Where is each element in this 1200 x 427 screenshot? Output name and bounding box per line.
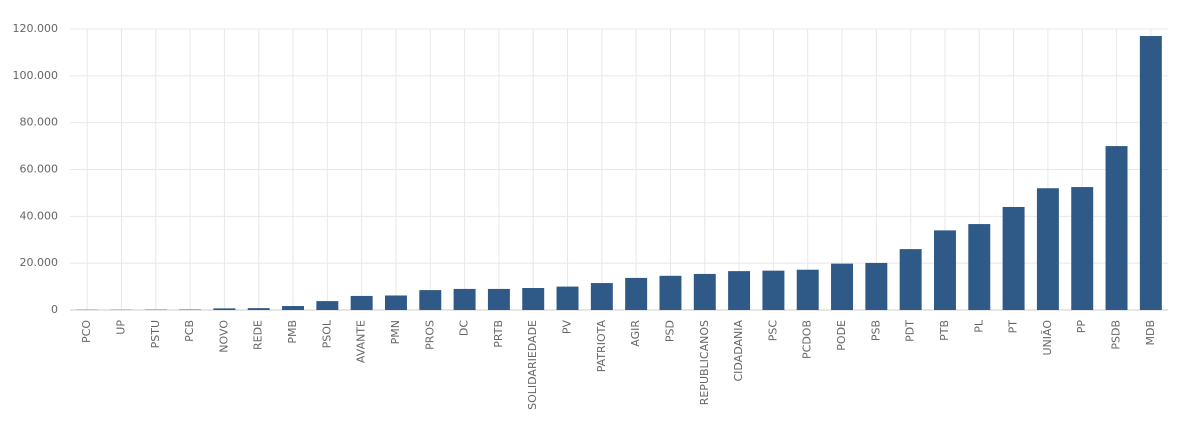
x-tick-label: PSDB <box>1110 320 1123 350</box>
bar <box>899 249 922 310</box>
y-tick-label: 60.000 <box>20 163 59 176</box>
x-tick-label: PDT <box>904 320 917 342</box>
x-tick-label: AVANTE <box>355 320 368 363</box>
bar <box>556 286 579 310</box>
x-tick-label: PSOL <box>320 319 333 348</box>
x-tick-label: UNIÃO <box>1041 320 1054 356</box>
bar <box>419 290 442 310</box>
x-tick-label: PL <box>972 319 985 333</box>
bar <box>933 230 956 310</box>
bar <box>831 263 854 310</box>
bar <box>487 288 510 310</box>
x-tick-label: MDB <box>1144 320 1157 346</box>
x-tick-label: PMN <box>389 320 402 344</box>
bar <box>316 301 339 310</box>
bar <box>213 308 236 310</box>
y-tick-label: 40.000 <box>20 209 59 222</box>
x-tick-label: UP <box>114 320 127 335</box>
bar <box>796 269 819 310</box>
x-tick-label: PSB <box>869 320 882 341</box>
bar <box>1105 146 1128 310</box>
x-tick-label: NOVO <box>217 320 230 353</box>
bar <box>659 275 682 310</box>
x-tick-label: PSD <box>663 320 676 342</box>
y-tick-label: 100.000 <box>13 69 59 82</box>
bar <box>1139 36 1162 311</box>
x-tick-label: PTB <box>938 320 951 341</box>
bar <box>762 270 785 310</box>
x-tick-label: PSTU <box>149 320 162 348</box>
bar <box>865 262 888 310</box>
bar <box>625 277 648 310</box>
x-tick-label: PROS <box>423 320 436 350</box>
x-tick-label: PRTB <box>492 320 505 348</box>
bar <box>247 308 270 310</box>
x-tick-label: PV <box>561 320 574 335</box>
x-tick-label: PODE <box>835 320 848 351</box>
bar <box>522 287 545 310</box>
x-tick-label: PP <box>1075 320 1088 334</box>
bar <box>728 271 751 310</box>
bar <box>384 295 407 310</box>
bar <box>350 295 373 310</box>
bar <box>1071 187 1094 310</box>
bar <box>590 283 613 310</box>
x-tick-label: PSC <box>766 320 779 342</box>
bar <box>1036 188 1059 310</box>
x-tick-label: PMB <box>286 320 299 344</box>
y-tick-label: 120.000 <box>13 22 59 35</box>
bar <box>453 288 476 310</box>
y-tick-label: 20.000 <box>20 256 59 269</box>
bar <box>693 273 716 310</box>
x-tick-label: REPUBLICANOS <box>698 320 711 405</box>
bar <box>1002 206 1025 310</box>
x-tick-label: AGIR <box>629 320 642 347</box>
x-tick-label: PATRIOTA <box>595 320 608 373</box>
y-tick-label: 80.000 <box>20 116 59 129</box>
x-tick-label: PCDOB <box>801 320 814 359</box>
x-tick-label: PCB <box>183 320 196 342</box>
x-tick-label: PT <box>1007 320 1020 334</box>
x-tick-label: SOLIDARIEDADE <box>526 320 539 410</box>
x-tick-label: PCO <box>80 320 93 343</box>
bar <box>282 306 305 310</box>
y-tick-label: 0 <box>51 303 58 316</box>
bar <box>968 224 991 310</box>
x-tick-label: DC <box>458 320 471 336</box>
x-tick-label: CIDADANIA <box>732 320 745 382</box>
x-tick-label: REDE <box>252 320 265 350</box>
